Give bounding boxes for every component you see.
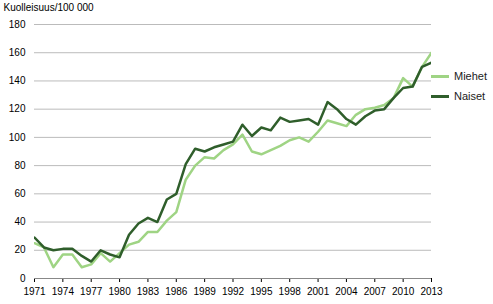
html-text:Miehet: Miehet bbox=[454, 70, 487, 82]
svg-text:100: 100 bbox=[9, 132, 26, 143]
svg-text:20: 20 bbox=[14, 244, 26, 255]
svg-text:1995: 1995 bbox=[250, 286, 273, 297]
svg-text:1974: 1974 bbox=[52, 286, 75, 297]
svg-text:2013: 2013 bbox=[420, 286, 443, 297]
svg-text:1983: 1983 bbox=[137, 286, 160, 297]
svg-text:1980: 1980 bbox=[108, 286, 131, 297]
svg-text:Kuolleisuus/100 000: Kuolleisuus/100 000 bbox=[4, 2, 95, 13]
svg-text:80: 80 bbox=[14, 160, 26, 171]
svg-text:1998: 1998 bbox=[279, 286, 302, 297]
html-text:Naiset: Naiset bbox=[454, 90, 486, 102]
svg-text:0: 0 bbox=[20, 273, 26, 284]
svg-text:140: 140 bbox=[9, 75, 26, 86]
svg-text:1992: 1992 bbox=[222, 286, 245, 297]
svg-text:2010: 2010 bbox=[392, 286, 415, 297]
svg-text:120: 120 bbox=[9, 103, 26, 114]
svg-text:40: 40 bbox=[14, 216, 26, 227]
svg-text:1971: 1971 bbox=[23, 286, 46, 297]
svg-text:2004: 2004 bbox=[335, 286, 358, 297]
svg-text:1977: 1977 bbox=[80, 286, 103, 297]
svg-text:160: 160 bbox=[9, 47, 26, 58]
svg-text:1986: 1986 bbox=[165, 286, 188, 297]
svg-text:60: 60 bbox=[14, 188, 26, 199]
svg-text:1989: 1989 bbox=[194, 286, 217, 297]
svg-text:180: 180 bbox=[9, 19, 26, 30]
svg-text:2007: 2007 bbox=[364, 286, 387, 297]
svg-text:2001: 2001 bbox=[307, 286, 330, 297]
